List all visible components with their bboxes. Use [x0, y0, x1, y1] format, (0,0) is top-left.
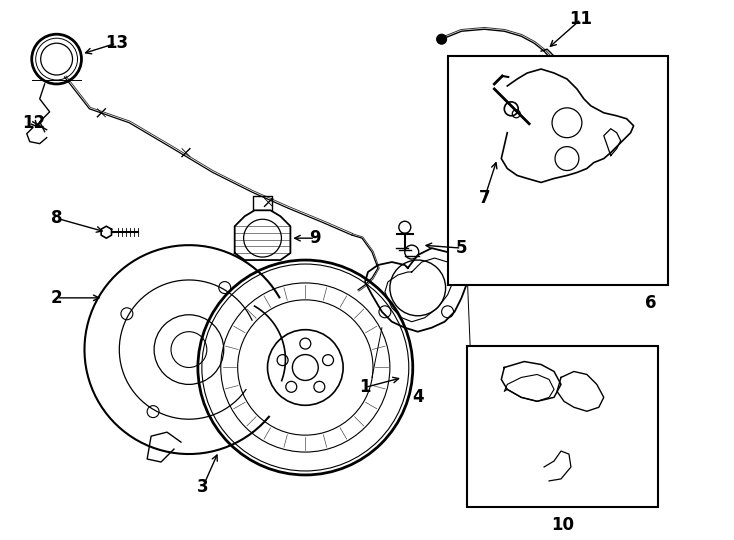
Text: 10: 10	[551, 516, 575, 534]
Text: 4: 4	[412, 388, 424, 406]
Text: 13: 13	[105, 34, 128, 52]
Text: 2: 2	[51, 289, 62, 307]
Text: 6: 6	[644, 294, 656, 312]
Text: 5: 5	[456, 239, 468, 257]
Text: 7: 7	[479, 190, 490, 207]
Text: 8: 8	[51, 210, 62, 227]
Circle shape	[437, 34, 446, 44]
Bar	[448, 56, 669, 285]
Text: 1: 1	[359, 379, 371, 396]
Text: 3: 3	[197, 478, 208, 496]
Circle shape	[608, 61, 619, 71]
Text: 12: 12	[22, 114, 46, 132]
Text: 9: 9	[310, 229, 321, 247]
Bar	[468, 346, 658, 507]
Text: 11: 11	[570, 10, 592, 28]
